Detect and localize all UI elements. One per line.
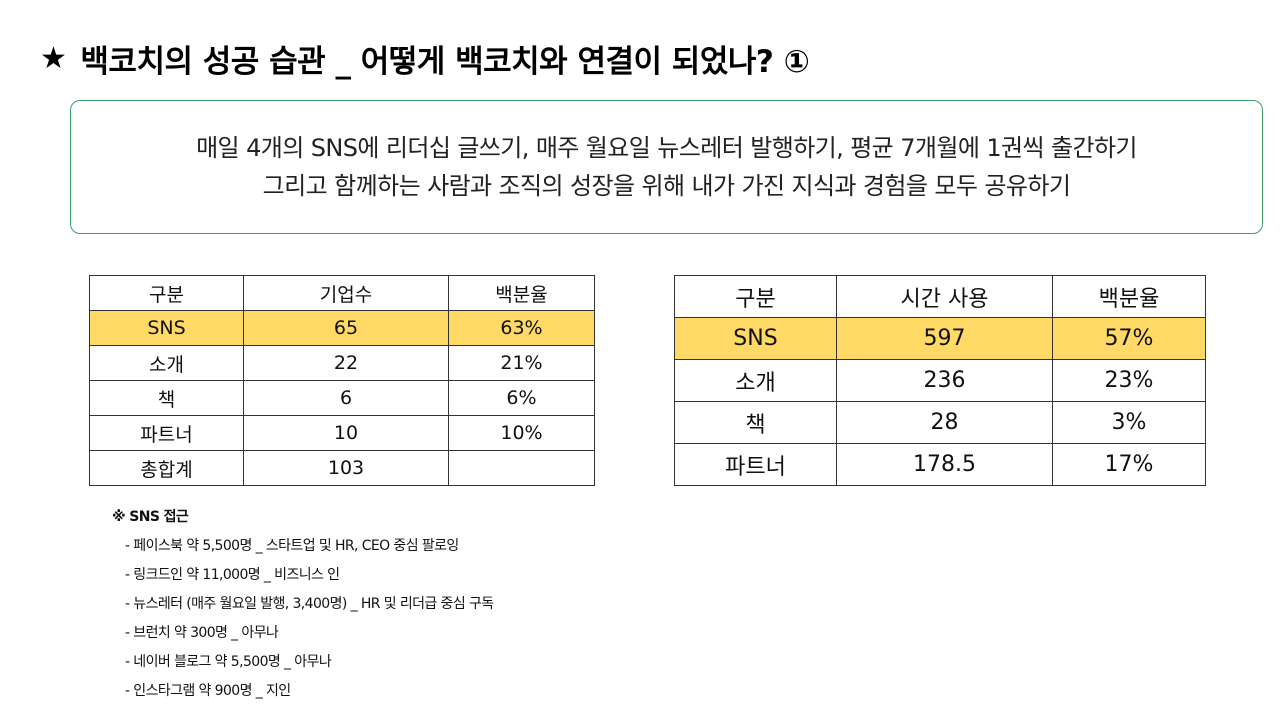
cell-time: 236 bbox=[836, 359, 1053, 402]
note-item-newsletter: - 뉴스레터 (매주 월요일 발행, 3,400명) _ HR 및 리더급 중심… bbox=[125, 596, 494, 612]
cell-category: 책 bbox=[674, 401, 837, 444]
cell-percent: 3% bbox=[1052, 401, 1206, 444]
cell-category: 총합계 bbox=[89, 450, 244, 486]
cell-category: SNS bbox=[89, 310, 244, 346]
note-item-naver-blog: - 네이버 블로그 약 5,500명 _ 아무나 bbox=[125, 654, 332, 670]
sns-approach-notes: ※ SNS 접근 - 페이스북 약 5,500명 _ 스타트업 및 HR, CE… bbox=[112, 506, 494, 706]
table-header-row: 구분 기업수 백분율 bbox=[89, 275, 595, 311]
table-row-sns: SNS 65 63% bbox=[89, 310, 595, 346]
page-title-text: 백코치의 성공 습관 _ 어떻게 백코치와 연결이 되었나? ① bbox=[80, 44, 810, 80]
header-time-used: 시간 사용 bbox=[836, 275, 1053, 318]
cell-time: 597 bbox=[836, 317, 1053, 360]
cell-percent: 57% bbox=[1052, 317, 1206, 360]
table-header-row: 구분 시간 사용 백분율 bbox=[674, 275, 1206, 318]
cell-category: 파트너 bbox=[674, 443, 837, 486]
cell-percent: 17% bbox=[1052, 443, 1206, 486]
note-item-linkedin: - 링크드인 약 11,000명 _ 비즈니스 인 bbox=[125, 567, 340, 583]
cell-category: 책 bbox=[89, 380, 244, 416]
header-category: 구분 bbox=[89, 275, 244, 311]
header-company-count: 기업수 bbox=[243, 275, 449, 311]
table-row-book: 책 6 6% bbox=[89, 380, 595, 416]
table-row-sns: SNS 597 57% bbox=[674, 317, 1206, 360]
table-row-total: 총합계 103 bbox=[89, 450, 595, 486]
notes-heading: ※ SNS 접근 bbox=[112, 509, 189, 525]
cell-percent: 21% bbox=[448, 345, 595, 381]
cell-count: 103 bbox=[243, 450, 449, 486]
cell-percent: 6% bbox=[448, 380, 595, 416]
cell-percent: 23% bbox=[1052, 359, 1206, 402]
time-by-channel-table: 구분 시간 사용 백분율 SNS 597 57% 소개 236 23% 책 28… bbox=[674, 275, 1206, 486]
header-percentage: 백분율 bbox=[1052, 275, 1206, 318]
callout-line-1: 매일 4개의 SNS에 리더십 글쓰기, 매주 월요일 뉴스레터 발행하기, 평… bbox=[196, 134, 1137, 162]
cell-count: 10 bbox=[243, 415, 449, 451]
star-icon: ★ bbox=[40, 41, 67, 76]
callout-line-2: 그리고 함께하는 사람과 조직의 성장을 위해 내가 가진 지식과 경험을 모두… bbox=[262, 172, 1071, 200]
cell-count: 22 bbox=[243, 345, 449, 381]
header-category: 구분 bbox=[674, 275, 837, 318]
table-row-partner: 파트너 10 10% bbox=[89, 415, 595, 451]
cell-percent: 10% bbox=[448, 415, 595, 451]
page-title: ★ 백코치의 성공 습관 _ 어떻게 백코치와 연결이 되었나? ① bbox=[40, 36, 810, 81]
cell-time: 178.5 bbox=[836, 443, 1053, 486]
cell-count: 65 bbox=[243, 310, 449, 346]
table-row-referral: 소개 236 23% bbox=[674, 359, 1206, 402]
table-row-referral: 소개 22 21% bbox=[89, 345, 595, 381]
cell-category: SNS bbox=[674, 317, 837, 360]
note-item-facebook: - 페이스북 약 5,500명 _ 스타트업 및 HR, CEO 중심 팔로잉 bbox=[125, 538, 459, 554]
cell-time: 28 bbox=[836, 401, 1053, 444]
cell-percent bbox=[448, 450, 595, 486]
cell-category: 소개 bbox=[89, 345, 244, 381]
cell-category: 소개 bbox=[674, 359, 837, 402]
table-row-book: 책 28 3% bbox=[674, 401, 1206, 444]
cell-percent: 63% bbox=[448, 310, 595, 346]
table-row-partner: 파트너 178.5 17% bbox=[674, 443, 1206, 486]
companies-by-channel-table: 구분 기업수 백분율 SNS 65 63% 소개 22 21% 책 6 6% 파… bbox=[89, 275, 595, 486]
header-percentage: 백분율 bbox=[448, 275, 595, 311]
note-item-brunch: - 브런치 약 300명 _ 아무나 bbox=[125, 625, 279, 641]
note-item-instagram: - 인스타그램 약 900명 _ 지인 bbox=[125, 683, 291, 699]
summary-callout-box: 매일 4개의 SNS에 리더십 글쓰기, 매주 월요일 뉴스레터 발행하기, 평… bbox=[70, 100, 1263, 234]
cell-count: 6 bbox=[243, 380, 449, 416]
cell-category: 파트너 bbox=[89, 415, 244, 451]
